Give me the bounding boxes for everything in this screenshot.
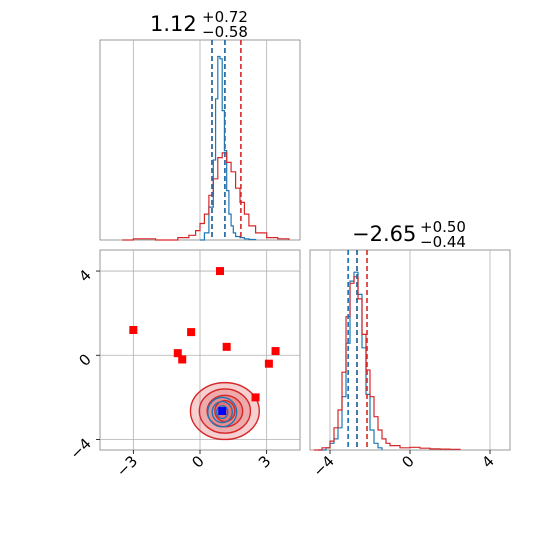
red-marker-4 bbox=[173, 349, 182, 358]
top-histogram-series-1 bbox=[122, 152, 290, 241]
scatter-ytick-label-0: −4 bbox=[66, 435, 94, 463]
top-title-lower-error: −0.58 bbox=[202, 23, 248, 41]
red-marker-7 bbox=[264, 359, 273, 368]
histogram-panel-top: 1.12 +0.72 −0.58 bbox=[99, 8, 301, 241]
contour-1-level-1 bbox=[211, 400, 233, 424]
scatter-panel: −3 0 3 −4 0 4 bbox=[66, 249, 301, 480]
scatter-ytick-label-1: 0 bbox=[75, 350, 94, 369]
right-xtick-label-0: −4 bbox=[309, 452, 337, 480]
right-histogram-series-1 bbox=[314, 276, 461, 451]
contour-1-level-2 bbox=[207, 396, 238, 428]
right-xtick-label-2: 4 bbox=[478, 452, 497, 471]
top-title-upper-error: +0.72 bbox=[202, 8, 248, 26]
red-marker-0 bbox=[129, 326, 138, 334]
top-title-value: 1.12 bbox=[150, 12, 197, 36]
red-marker-8 bbox=[251, 393, 260, 402]
right-title-value: −2.65 bbox=[352, 222, 416, 246]
red-marker-2 bbox=[187, 328, 196, 337]
truth-marker bbox=[218, 407, 227, 416]
red-marker-1 bbox=[216, 267, 224, 276]
red-marker-3 bbox=[222, 342, 231, 351]
scatter-xtick-label-0: −3 bbox=[113, 452, 141, 480]
right-title-upper-error: +0.50 bbox=[420, 218, 466, 236]
scatter-xtick-label-1: 0 bbox=[188, 452, 207, 471]
top-histogram-series-0 bbox=[200, 55, 257, 241]
scatter-xtick-label-2: 3 bbox=[255, 452, 274, 471]
right-xtick-label-1: 0 bbox=[398, 452, 417, 471]
right-title-lower-error: −0.44 bbox=[420, 233, 466, 251]
red-marker-5 bbox=[178, 355, 187, 364]
histogram-panel-right: −4 0 4 −2.65 +0.50 −0.44 bbox=[309, 218, 511, 480]
scatter-ytick-label-2: 4 bbox=[75, 266, 94, 285]
contour-1-level-0 bbox=[215, 405, 229, 420]
red-marker-6 bbox=[271, 347, 280, 356]
